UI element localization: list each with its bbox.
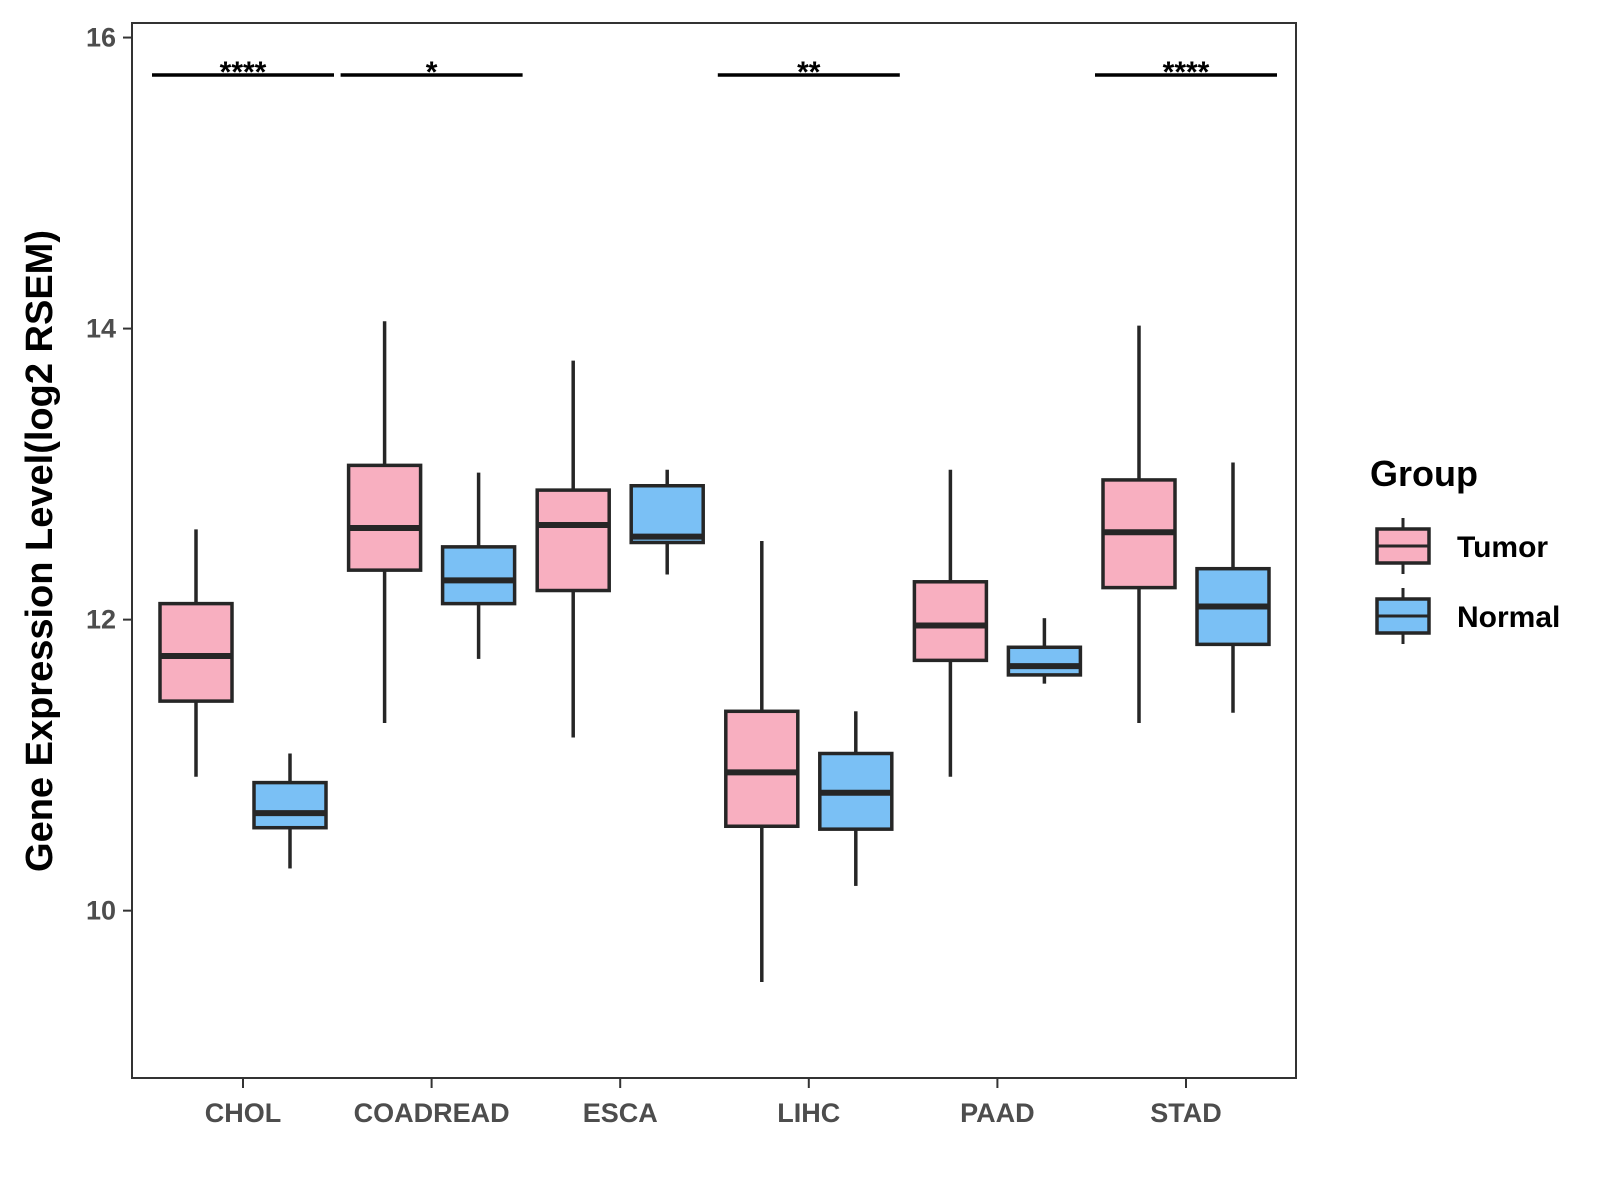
box-normal-paad-iqr [1006, 645, 1083, 677]
box-normal-chol-iqr [252, 780, 328, 830]
sig-label-chol: **** [220, 56, 267, 89]
legend-label-tumor: Tumor [1457, 531, 1548, 564]
legend-label-normal: Normal [1457, 601, 1560, 634]
x-tick-label-coadread: COADREAD [354, 1098, 510, 1128]
legend: Group Tumor Normal [1370, 453, 1560, 644]
panel-border [131, 22, 1297, 1079]
x-tick-label-chol: CHOL [205, 1098, 282, 1128]
sig-label-stad: **** [1163, 56, 1210, 89]
y-axis-title: Gene Expression Level(log2 RSEM) [19, 230, 61, 872]
box-tumor-coadread-iqr [346, 463, 423, 572]
x-tick-label-paad: PAAD [960, 1098, 1035, 1128]
legend-title: Group [1370, 453, 1478, 494]
x-tick-label-lihc: LIHC [777, 1098, 840, 1128]
box-tumor-lihc-iqr [724, 709, 800, 829]
box-tumor-chol-iqr [158, 601, 234, 703]
x-tick-label-stad: STAD [1150, 1098, 1222, 1128]
y-tick-label-16: 16 [86, 23, 116, 53]
box-tumor-paad-iqr [912, 580, 989, 663]
box-tumor-esca-iqr [535, 488, 611, 593]
box-normal-esca-iqr [629, 483, 705, 545]
sig-label-coadread: * [426, 56, 438, 89]
x-tick-label-esca: ESCA [583, 1098, 658, 1128]
y-tick-label-12: 12 [86, 605, 116, 635]
box-normal-coadread-iqr [440, 545, 517, 606]
y-tick-label-14: 14 [86, 314, 116, 344]
sig-label-lihc: ** [797, 56, 821, 89]
y-tick-label-10: 10 [86, 896, 116, 926]
